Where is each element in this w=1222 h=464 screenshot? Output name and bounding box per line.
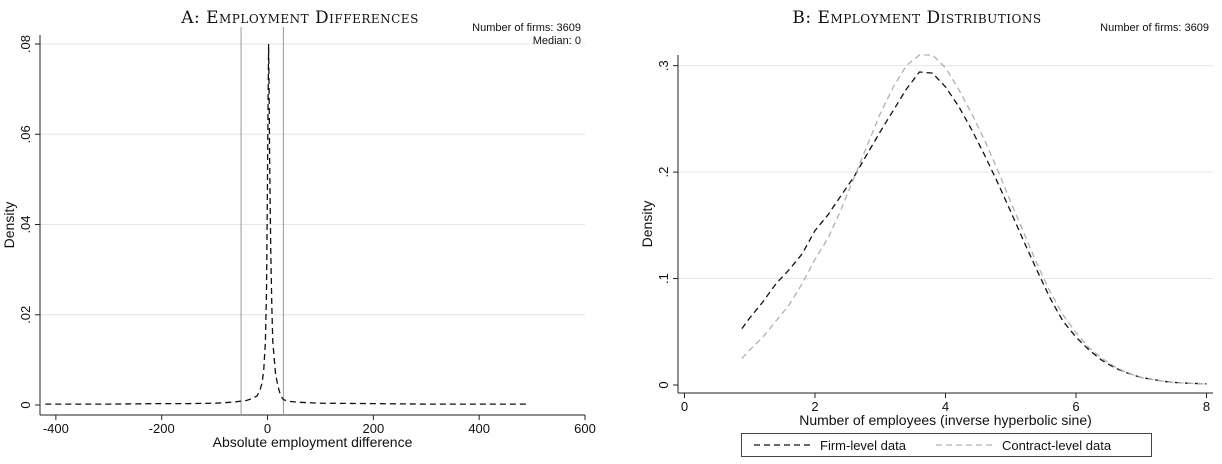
y-tick-label: .04 [18, 215, 33, 233]
legend-item-contract: Contract-level data [934, 438, 1111, 453]
x-tick-label: -400 [43, 421, 69, 436]
y-axis-label: Density [639, 201, 655, 248]
y-tick-label: .06 [18, 125, 33, 143]
x-axis-label: Absolute employment difference [213, 434, 413, 450]
y-tick-label: 0 [656, 381, 671, 388]
legend-swatch-contract [935, 444, 992, 446]
panel-a-plot: 0 .02 .04 .06 .08 -400 -200 0 200 400 600 Absolute … [1, 22, 596, 450]
x-tick-label: 600 [574, 421, 596, 436]
legend-item-firm: Firm-level data [752, 438, 906, 453]
x-tick-label: 200 [362, 421, 384, 436]
y-tick-label: .3 [656, 60, 671, 71]
x-tick-label: 2 [811, 399, 818, 414]
annotation: Number of firms: 3609 [472, 22, 581, 34]
series-line-1 [45, 43, 530, 405]
panel-b-plot: 0 .1 .2 .3 0 2 4 6 8 Number of employees (inverse… [639, 22, 1213, 428]
annotation: Median: 0 [533, 35, 581, 47]
x-axis-label: Number of employees (inverse hyperbolic … [799, 412, 1092, 428]
legend-label-firm: Firm-level data [820, 437, 906, 453]
x-tick-label: 4 [942, 399, 949, 414]
y-tick-label: .1 [656, 273, 671, 284]
series-line-1 [741, 71, 1207, 385]
annotation: Number of firms: 3609 [1100, 22, 1209, 34]
y-tick-label: .02 [18, 306, 33, 324]
y-tick-label: .08 [18, 35, 33, 53]
x-tick-label: -200 [149, 421, 175, 436]
x-tick-label: 8 [1203, 399, 1210, 414]
y-tick-label: .2 [656, 167, 671, 178]
x-tick-label: 400 [468, 421, 490, 436]
legend: Firm-level data Contract-level data [741, 433, 1152, 457]
legend-swatch-firm [754, 444, 810, 446]
panel-b-title: B: Employment Distributions [792, 8, 1042, 28]
y-tick-label: 0 [18, 401, 33, 408]
x-tick-label: 0 [681, 399, 688, 414]
legend-label-contract: Contract-level data [1001, 437, 1112, 453]
panel-a-title: A: Employment Differences [181, 8, 419, 28]
series-line-2 [741, 54, 1207, 385]
y-axis-label: Density [1, 202, 17, 249]
x-tick-label: 6 [1072, 399, 1079, 414]
x-tick-label: 0 [264, 421, 271, 436]
